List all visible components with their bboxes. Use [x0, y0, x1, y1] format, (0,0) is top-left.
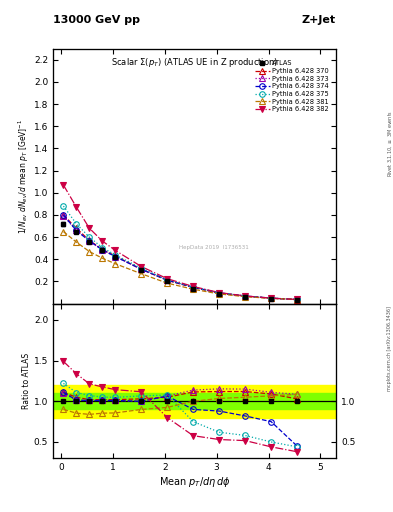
Pythia 6.428 381: [295, 296, 299, 303]
Pythia 6.428 373: [295, 296, 299, 303]
Pythia 6.428 374: [87, 238, 92, 244]
Pythia 6.428 382: [295, 296, 299, 303]
Line: Pythia 6.428 382: Pythia 6.428 382: [61, 182, 300, 302]
Pythia 6.428 381: [217, 291, 222, 297]
Pythia 6.428 373: [243, 293, 248, 299]
Text: Scalar $\Sigma(p_T)$ (ATLAS UE in Z production): Scalar $\Sigma(p_T)$ (ATLAS UE in Z prod…: [111, 56, 278, 69]
Pythia 6.428 370: [243, 293, 248, 300]
Text: Z+Jet: Z+Jet: [302, 14, 336, 25]
Pythia 6.428 381: [87, 248, 92, 254]
Pythia 6.428 374: [243, 293, 248, 299]
Pythia 6.428 381: [243, 293, 248, 300]
Pythia 6.428 381: [269, 295, 274, 302]
Pythia 6.428 382: [217, 289, 222, 295]
Pythia 6.428 374: [269, 295, 274, 301]
Pythia 6.428 374: [113, 253, 118, 260]
Pythia 6.428 381: [165, 280, 170, 286]
Pythia 6.428 382: [87, 225, 92, 231]
Pythia 6.428 374: [295, 296, 299, 303]
Pythia 6.428 374: [74, 227, 79, 233]
Pythia 6.428 374: [165, 277, 170, 283]
Pythia 6.428 370: [269, 295, 274, 302]
Line: Pythia 6.428 374: Pythia 6.428 374: [61, 212, 300, 302]
Pythia 6.428 370: [165, 278, 170, 284]
Pythia 6.428 381: [139, 271, 144, 277]
Pythia 6.428 373: [217, 290, 222, 296]
Text: 13000 GeV pp: 13000 GeV pp: [53, 14, 140, 25]
Pythia 6.428 375: [191, 284, 196, 290]
Pythia 6.428 375: [87, 234, 92, 240]
Pythia 6.428 370: [100, 246, 105, 252]
Line: Pythia 6.428 375: Pythia 6.428 375: [61, 203, 300, 302]
Pythia 6.428 375: [165, 277, 170, 283]
Pythia 6.428 375: [217, 290, 222, 296]
Text: HepData 2019  I1736531: HepData 2019 I1736531: [180, 245, 249, 250]
Y-axis label: $1/N_{ev}$ $dN_{ev}/d$ mean $p_T$ $[\mathrm{GeV}]^{-1}$: $1/N_{ev}$ $dN_{ev}/d$ mean $p_T$ $[\mat…: [17, 118, 31, 234]
Pythia 6.428 381: [61, 228, 66, 234]
Pythia 6.428 381: [74, 239, 79, 245]
Y-axis label: Ratio to ATLAS: Ratio to ATLAS: [22, 353, 31, 409]
Pythia 6.428 373: [100, 247, 105, 253]
Pythia 6.428 373: [139, 266, 144, 272]
Pythia 6.428 375: [295, 296, 299, 303]
Pythia 6.428 373: [191, 284, 196, 290]
Line: Pythia 6.428 373: Pythia 6.428 373: [61, 214, 300, 302]
Pythia 6.428 374: [61, 212, 66, 218]
Pythia 6.428 381: [191, 286, 196, 292]
Pythia 6.428 375: [100, 245, 105, 251]
X-axis label: Mean $p_T/d\eta\, d\phi$: Mean $p_T/d\eta\, d\phi$: [159, 475, 230, 489]
Legend: ATLAS, Pythia 6.428 370, Pythia 6.428 373, Pythia 6.428 374, Pythia 6.428 375, P: ATLAS, Pythia 6.428 370, Pythia 6.428 37…: [252, 58, 332, 115]
Pythia 6.428 382: [269, 295, 274, 301]
Pythia 6.428 382: [165, 275, 170, 282]
Pythia 6.428 373: [61, 213, 66, 219]
Pythia 6.428 382: [243, 293, 248, 299]
Pythia 6.428 370: [139, 266, 144, 272]
Pythia 6.428 374: [139, 266, 144, 272]
Pythia 6.428 373: [269, 295, 274, 301]
Pythia 6.428 375: [113, 252, 118, 258]
Pythia 6.428 370: [191, 285, 196, 291]
Pythia 6.428 375: [61, 203, 66, 209]
Pythia 6.428 373: [87, 238, 92, 244]
Pythia 6.428 373: [165, 277, 170, 283]
Bar: [53, 385, 336, 418]
Pythia 6.428 381: [100, 255, 105, 261]
Pythia 6.428 382: [113, 247, 118, 253]
Pythia 6.428 375: [269, 295, 274, 301]
Pythia 6.428 370: [217, 290, 222, 296]
Pythia 6.428 381: [113, 261, 118, 267]
Pythia 6.428 382: [191, 284, 196, 290]
Pythia 6.428 375: [243, 293, 248, 299]
Pythia 6.428 382: [139, 264, 144, 270]
Pythia 6.428 370: [61, 212, 66, 218]
Bar: [53, 393, 336, 410]
Pythia 6.428 370: [113, 253, 118, 259]
Pythia 6.428 373: [74, 227, 79, 233]
Pythia 6.428 374: [217, 290, 222, 296]
Pythia 6.428 373: [113, 253, 118, 260]
Text: mcplots.cern.ch [arXiv:1306.3436]: mcplots.cern.ch [arXiv:1306.3436]: [387, 306, 392, 391]
Pythia 6.428 382: [74, 204, 79, 210]
Pythia 6.428 374: [191, 284, 196, 290]
Pythia 6.428 375: [74, 221, 79, 227]
Pythia 6.428 370: [74, 225, 79, 231]
Pythia 6.428 382: [100, 238, 105, 244]
Pythia 6.428 375: [139, 265, 144, 271]
Line: Pythia 6.428 370: Pythia 6.428 370: [61, 212, 300, 303]
Line: Pythia 6.428 381: Pythia 6.428 381: [61, 229, 300, 302]
Text: Rivet 3.1.10, $\geq$ 3M events: Rivet 3.1.10, $\geq$ 3M events: [386, 110, 393, 177]
Pythia 6.428 382: [61, 182, 66, 188]
Pythia 6.428 370: [295, 296, 299, 303]
Pythia 6.428 370: [87, 238, 92, 244]
Pythia 6.428 374: [100, 247, 105, 253]
